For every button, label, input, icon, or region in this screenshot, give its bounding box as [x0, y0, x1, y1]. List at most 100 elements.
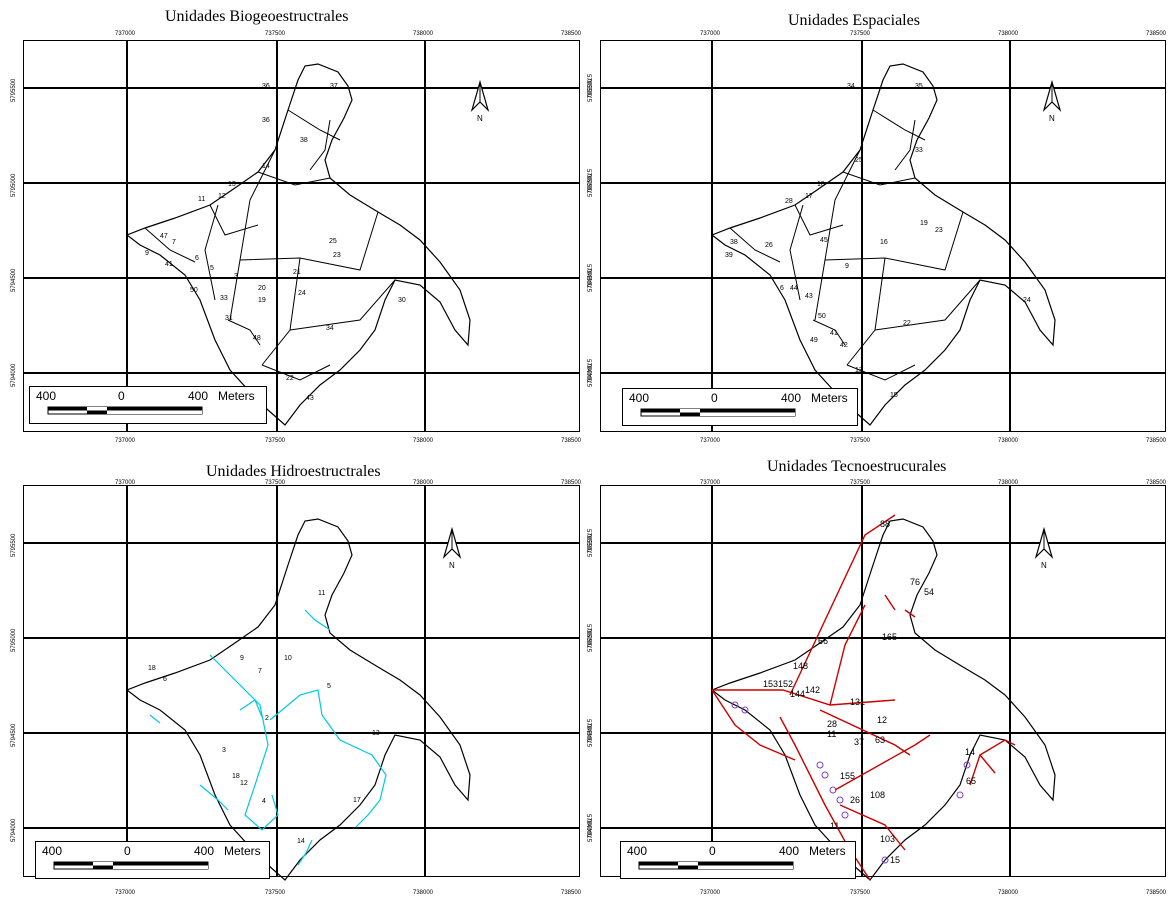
unit-label: 49	[810, 337, 818, 344]
unit-boundary	[874, 279, 981, 331]
unit-label: 12	[218, 193, 226, 200]
unit-boundary	[227, 319, 261, 346]
x-tick-top: 737500	[265, 31, 286, 37]
unit-label: 26	[765, 242, 773, 249]
road-line	[969, 739, 1016, 786]
unit-label: 31	[225, 315, 233, 322]
unit-label: 22	[903, 320, 911, 327]
map-title: Unidades Biogeoestructrales	[165, 8, 349, 25]
scale-bar: 400 0 400 Meters	[35, 841, 270, 879]
facility-point	[741, 706, 749, 714]
unit-boundary	[846, 364, 916, 381]
facility-point	[836, 796, 844, 804]
x-tick-top: 737000	[700, 31, 721, 37]
road-line	[884, 594, 896, 611]
unit-boundary	[729, 227, 781, 263]
map-frame	[600, 40, 1166, 432]
area-outline	[710, 518, 1056, 881]
unit-label: 14	[297, 838, 305, 845]
x-tick-bottom: 738500	[1146, 890, 1167, 896]
north-label: N	[1049, 114, 1055, 123]
x-tick-bottom: 738000	[998, 890, 1019, 896]
x-tick-bottom: 737500	[850, 438, 871, 444]
hydro-line	[297, 839, 313, 866]
unit-label: 35	[915, 83, 923, 90]
facility-point	[731, 701, 739, 709]
scale-bar: 400 0 400 Meters	[620, 841, 856, 879]
unit-label: 2	[265, 715, 269, 722]
hydro-line	[239, 699, 263, 718]
scale-bar: 400 0 400 Meters	[622, 388, 858, 426]
unit-label: 7	[258, 668, 262, 675]
north-arrow-icon: N	[1032, 526, 1056, 571]
x-tick-bottom: 737000	[115, 438, 136, 444]
unit-label: 88	[880, 519, 890, 529]
unit-label: 28	[785, 198, 793, 205]
x-tick-top: 738000	[998, 31, 1019, 37]
scale-left-label: 400	[42, 844, 63, 858]
y-tick-left: 5794000	[588, 818, 594, 842]
unit-boundary	[229, 149, 276, 321]
north-label: N	[449, 561, 455, 570]
unit-label: 6	[195, 255, 199, 262]
unit-label: 142	[805, 685, 820, 695]
y-tick-left: 5795000	[11, 173, 17, 197]
road-line	[979, 754, 996, 774]
unit-label: 26	[850, 795, 860, 805]
x-tick-bottom: 737000	[700, 438, 721, 444]
unit-boundary	[239, 211, 379, 271]
map-title: Unidades Espaciales	[788, 12, 920, 29]
x-tick-top: 737500	[850, 480, 871, 486]
unit-label: 48	[253, 335, 261, 342]
unit-label: 11	[827, 729, 836, 739]
unit-label: 11	[198, 196, 205, 203]
scale-unit-label: Meters	[218, 389, 255, 403]
unit-label: 153152	[763, 679, 793, 689]
north-arrow-icon: N	[468, 79, 492, 124]
road-line	[789, 514, 896, 696]
y-tick-left: 5794000	[11, 818, 17, 842]
unit-label: 9	[240, 655, 244, 662]
scale-left-label: 400	[36, 389, 57, 403]
unit-label: 155	[840, 771, 855, 781]
unit-label: 43	[306, 395, 314, 402]
unit-label: 165	[882, 632, 897, 642]
y-tick-left: 5794500	[11, 268, 17, 292]
scale-left-label: 400	[627, 844, 648, 858]
scale-graphic	[53, 861, 209, 870]
unit-label: 30	[398, 297, 406, 304]
area-outline	[125, 63, 471, 426]
y-tick-left: 5794500	[588, 723, 594, 747]
facility-point	[963, 761, 971, 769]
y-tick-left: 5795500	[11, 533, 17, 557]
x-tick-bottom: 738500	[1146, 438, 1167, 444]
unit-label: 16	[880, 239, 888, 246]
x-tick-top: 737000	[700, 480, 721, 486]
map-frame	[600, 485, 1166, 877]
x-tick-top: 737000	[115, 31, 136, 37]
unit-boundary	[842, 171, 916, 186]
x-tick-top: 737000	[115, 480, 136, 486]
unit-label: 43	[805, 293, 813, 300]
unit-label: 17	[353, 797, 361, 804]
north-arrow-icon: N	[440, 526, 464, 571]
y-tick-left: 5794000	[588, 363, 594, 387]
unit-label: 5	[210, 265, 214, 272]
hydro-line	[199, 784, 229, 811]
unit-label: 76	[910, 577, 920, 587]
unit-label: 108	[870, 790, 885, 800]
unit-label: 24	[298, 290, 306, 297]
unit-boundary	[261, 364, 331, 381]
x-tick-bottom: 737000	[700, 890, 721, 896]
unit-label: 18	[232, 773, 240, 780]
unit-label: 17	[805, 193, 813, 200]
unit-label: 131	[850, 697, 865, 707]
north-arrow-icon: N	[1040, 79, 1064, 124]
facility-point	[841, 811, 849, 819]
y-tick-left: 5795500	[11, 78, 17, 102]
y-tick-left: 5795000	[588, 173, 594, 197]
unit-label: 15	[890, 855, 900, 865]
scale-right-label: 400	[194, 844, 215, 858]
